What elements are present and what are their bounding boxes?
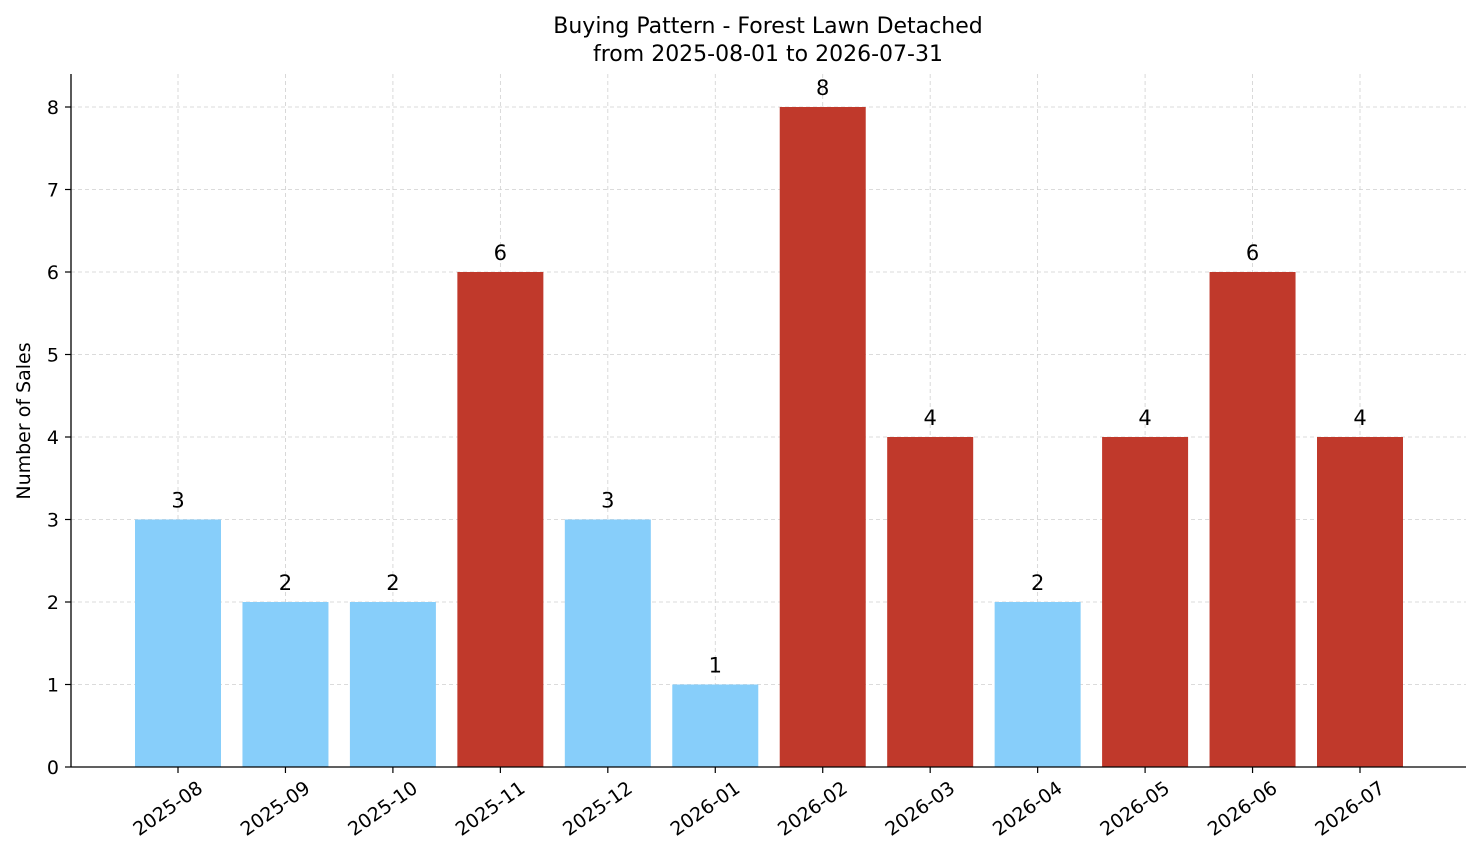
x-tick-label: 2026-06 <box>1204 777 1282 841</box>
bar-2025-09 <box>242 602 329 767</box>
x-tick-label: 2025-08 <box>129 777 207 841</box>
bar-2026-05 <box>1102 437 1189 767</box>
data-label-2026-06: 6 <box>1246 241 1259 265</box>
data-labels: 3 2 2 6 3 1 8 4 2 4 6 4 <box>171 76 1366 678</box>
y-tick-label: 1 <box>47 675 59 697</box>
data-label-2026-03: 4 <box>923 406 936 430</box>
bar-2026-01 <box>672 684 759 767</box>
bar-2025-11 <box>457 272 544 767</box>
bar-2025-08 <box>135 519 221 767</box>
data-label-2025-12: 3 <box>601 489 614 513</box>
data-label-2025-08: 3 <box>171 489 184 513</box>
y-tick-label: 0 <box>47 757 59 779</box>
y-tick-label: 2 <box>47 592 59 614</box>
x-tick-label: 2025-12 <box>559 777 637 841</box>
data-label-2025-09: 2 <box>279 571 292 595</box>
x-tick-label: 2026-03 <box>881 777 959 841</box>
bar-2026-03 <box>887 437 974 767</box>
y-tick-label: 5 <box>47 345 59 367</box>
x-tick-label: 2026-05 <box>1096 777 1174 841</box>
y-tick-label: 3 <box>47 510 59 532</box>
x-tick-label: 2025-09 <box>237 777 315 841</box>
bar-2026-02 <box>779 107 866 767</box>
y-tick-label: 7 <box>47 180 59 202</box>
x-tick-label: 2025-10 <box>344 777 422 841</box>
bar-2026-07 <box>1317 437 1403 767</box>
bar-2026-06 <box>1209 272 1296 767</box>
data-label-2026-01: 1 <box>709 654 722 678</box>
bar-2025-10 <box>349 602 436 767</box>
chart-title-line-1: Buying Pattern - Forest Lawn Detached <box>553 14 982 39</box>
data-label-2025-10: 2 <box>386 571 399 595</box>
y-tick-label: 6 <box>47 262 59 284</box>
chart-title-line-2: from 2025-08-01 to 2026-07-31 <box>593 42 943 67</box>
x-tick-label: 2026-07 <box>1311 777 1389 841</box>
x-tick-label: 2025-11 <box>452 777 530 841</box>
x-tick-label: 2026-04 <box>989 777 1067 841</box>
y-tick-label: 8 <box>47 97 59 119</box>
data-label-2026-07: 4 <box>1353 406 1366 430</box>
y-axis-label: Number of Sales <box>13 342 35 499</box>
x-tick-label: 2026-01 <box>666 777 744 841</box>
data-label-2026-02: 8 <box>816 76 829 100</box>
bars <box>135 107 1403 767</box>
bar-2026-04 <box>994 602 1081 767</box>
data-label-2025-11: 6 <box>494 241 507 265</box>
x-tick-label: 2026-02 <box>774 777 852 841</box>
data-label-2026-05: 4 <box>1138 406 1151 430</box>
y-tick-label: 4 <box>47 427 59 449</box>
bar-2025-12 <box>564 519 651 767</box>
data-label-2026-04: 2 <box>1031 571 1044 595</box>
